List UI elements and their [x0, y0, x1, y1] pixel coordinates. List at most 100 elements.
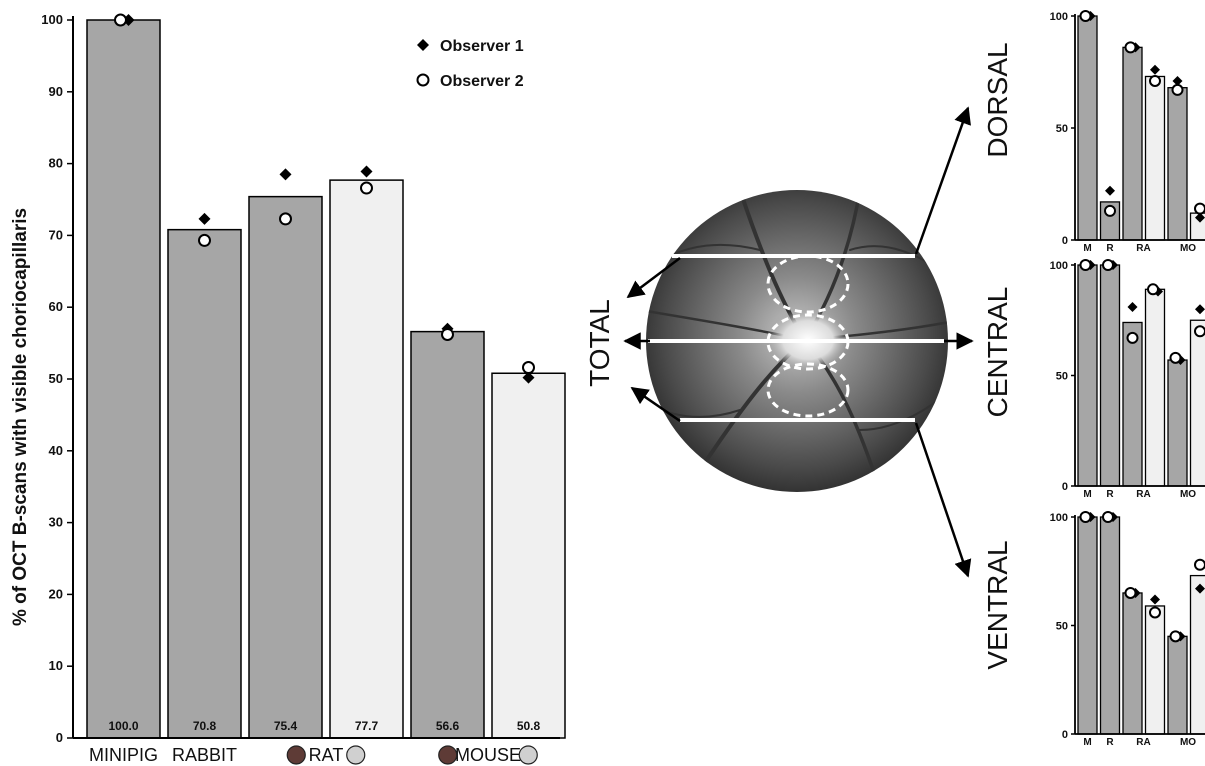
- observer1-legend-icon: [417, 39, 429, 51]
- observer2-marker: [1079, 511, 1092, 523]
- observer2-marker: [360, 181, 373, 195]
- region-title: DORSAL: [982, 42, 1013, 157]
- light-shade-swatch: [518, 745, 538, 765]
- y-tick-label: 100: [41, 12, 63, 27]
- y-tick-label: 90: [49, 84, 63, 99]
- x-category-label: RA: [1136, 737, 1150, 748]
- observer1-marker: [198, 212, 211, 225]
- observer2-marker: [1147, 283, 1159, 296]
- observer2-marker: [1102, 511, 1114, 523]
- y-tick-label: 70: [49, 227, 63, 242]
- observer1-marker: [279, 168, 292, 181]
- bar: [1167, 359, 1188, 487]
- x-category-label: MOUSE: [455, 745, 521, 765]
- observer1-marker: [1195, 212, 1205, 223]
- legend: Observer 1 Observer 2: [416, 38, 524, 90]
- x-category-label: M: [1083, 489, 1091, 500]
- x-category-label: MO: [1180, 737, 1196, 748]
- observer2-marker: [198, 233, 211, 247]
- observer2-marker: [1194, 325, 1205, 338]
- bar: [167, 228, 242, 739]
- observer1-marker: [1150, 64, 1160, 75]
- observer1-marker: [1195, 304, 1205, 315]
- central-bar-chart: CENTRAL 0 50 100 M R RA MO: [982, 259, 1205, 500]
- observer2-marker: [1169, 630, 1182, 643]
- bar: [1144, 75, 1166, 241]
- observer2-marker: [1171, 83, 1184, 96]
- bar: [1144, 288, 1166, 487]
- bar: [410, 330, 485, 739]
- observer1-marker: [360, 165, 373, 178]
- bar: [491, 372, 566, 739]
- x-category-label: MO: [1180, 243, 1196, 254]
- y-tick-label: 100: [1050, 11, 1068, 23]
- observer1-marker: [1195, 583, 1205, 594]
- bar: [1144, 605, 1166, 735]
- x-category-label: M: [1083, 243, 1091, 254]
- observer1-marker: [1172, 75, 1183, 86]
- y-tick-label: 30: [49, 515, 63, 530]
- y-tick-label: 50: [1056, 123, 1068, 135]
- region-title: CENTRAL: [982, 287, 1013, 418]
- y-tick-label: 0: [1062, 235, 1068, 247]
- bar-value-label: 77.7: [355, 719, 379, 733]
- y-tick-label: 80: [49, 156, 63, 171]
- observer2-marker: [1079, 259, 1092, 271]
- y-tick-label: 50: [1056, 621, 1068, 633]
- bar: [1077, 15, 1098, 241]
- observer2-marker: [1104, 204, 1116, 217]
- observer2-marker: [1149, 606, 1161, 619]
- bar: [1122, 592, 1143, 735]
- observer2-marker: [1126, 331, 1139, 344]
- fundus-image: [646, 190, 948, 492]
- x-category-label: M: [1083, 737, 1091, 748]
- observer1-marker: [522, 371, 535, 384]
- bar-value-label: 75.4: [274, 719, 298, 733]
- light-shade-swatch: [346, 745, 366, 765]
- y-tick-label: 100: [1050, 260, 1068, 272]
- x-category-label: RAT: [309, 745, 344, 765]
- bar: [1099, 264, 1121, 487]
- bar: [1122, 46, 1143, 241]
- x-category-label: R: [1106, 243, 1114, 254]
- bar-value-label: 70.8: [193, 719, 217, 733]
- observer1-marker: [1150, 594, 1160, 605]
- y-tick-label: 60: [49, 299, 63, 314]
- legend-label-observer1: Observer 1: [440, 38, 524, 55]
- x-category-label: RA: [1136, 243, 1150, 254]
- observer2-marker: [1169, 351, 1182, 364]
- x-category-label: RABBIT: [172, 745, 237, 765]
- y-tick-label: 50: [1056, 371, 1068, 383]
- x-category-label: MINIPIG: [89, 745, 158, 765]
- ventral-bar-chart: VENTRAL 0 50 100 M R RA MO: [982, 511, 1205, 748]
- observer2-marker: [1194, 558, 1205, 571]
- observer2-marker: [1079, 10, 1092, 22]
- bar: [1122, 321, 1143, 487]
- bar: [1099, 516, 1121, 735]
- y-tick-label: 10: [49, 658, 63, 673]
- bar: [248, 195, 323, 739]
- observer2-marker: [1124, 41, 1137, 54]
- bar: [329, 179, 404, 739]
- y-tick-label: 0: [1062, 729, 1068, 741]
- dark-shade-swatch: [438, 745, 458, 765]
- bar: [1077, 516, 1098, 735]
- observer1-marker: [1105, 185, 1115, 196]
- legend-label-observer2: Observer 2: [440, 73, 524, 90]
- x-category-label: MO: [1180, 489, 1196, 500]
- observer2-marker: [1149, 74, 1161, 87]
- bar: [1189, 574, 1205, 735]
- observer2-legend-icon: [416, 73, 430, 87]
- dark-shade-swatch: [286, 745, 306, 765]
- y-tick-label: 0: [56, 730, 63, 745]
- y-tick-label: 100: [1050, 512, 1068, 524]
- x-category-label: R: [1106, 489, 1114, 500]
- y-tick-label: 50: [49, 371, 63, 386]
- dorsal-bar-chart: DORSAL 0 50 100 M R RA MO: [982, 10, 1205, 254]
- bar: [1167, 635, 1188, 735]
- y-tick-label: 0: [1062, 481, 1068, 493]
- region-title: VENTRAL: [982, 540, 1013, 669]
- main-bar-chart: % of OCT B-scans with visible choriocapi…: [10, 12, 566, 765]
- region-arrows: [623, 106, 974, 578]
